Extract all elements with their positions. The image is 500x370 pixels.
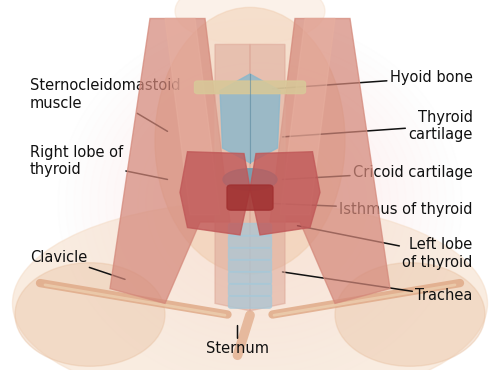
FancyBboxPatch shape xyxy=(228,223,272,236)
Polygon shape xyxy=(280,18,335,215)
Polygon shape xyxy=(215,44,250,311)
FancyBboxPatch shape xyxy=(227,185,273,210)
Text: Sternum: Sternum xyxy=(206,326,269,356)
Text: Hyoid bone: Hyoid bone xyxy=(272,70,472,89)
FancyBboxPatch shape xyxy=(228,235,272,248)
FancyBboxPatch shape xyxy=(228,260,272,272)
Ellipse shape xyxy=(175,0,325,44)
Text: Thyroid
cartilage: Thyroid cartilage xyxy=(282,110,472,142)
Ellipse shape xyxy=(335,263,485,366)
FancyBboxPatch shape xyxy=(194,81,306,94)
Ellipse shape xyxy=(15,263,165,366)
FancyBboxPatch shape xyxy=(228,284,272,296)
Ellipse shape xyxy=(223,169,277,190)
Text: Right lobe of
thyroid: Right lobe of thyroid xyxy=(30,145,168,179)
Polygon shape xyxy=(110,18,230,303)
Polygon shape xyxy=(165,18,220,215)
Text: Trachea: Trachea xyxy=(282,272,472,303)
Ellipse shape xyxy=(155,7,345,274)
Polygon shape xyxy=(220,74,280,163)
Text: Sternocleidomastoid
muscle: Sternocleidomastoid muscle xyxy=(30,78,180,131)
Polygon shape xyxy=(270,18,390,303)
FancyBboxPatch shape xyxy=(228,296,272,308)
Polygon shape xyxy=(250,152,320,235)
Text: Left lobe
of thyroid: Left lobe of thyroid xyxy=(298,226,472,270)
Text: Cricoid cartilage: Cricoid cartilage xyxy=(282,165,472,179)
Ellipse shape xyxy=(12,202,488,370)
Text: Isthmus of thyroid: Isthmus of thyroid xyxy=(272,202,472,216)
Text: Clavicle: Clavicle xyxy=(30,250,125,279)
Polygon shape xyxy=(250,44,285,311)
FancyBboxPatch shape xyxy=(228,248,272,260)
Polygon shape xyxy=(180,152,250,235)
FancyBboxPatch shape xyxy=(228,272,272,284)
